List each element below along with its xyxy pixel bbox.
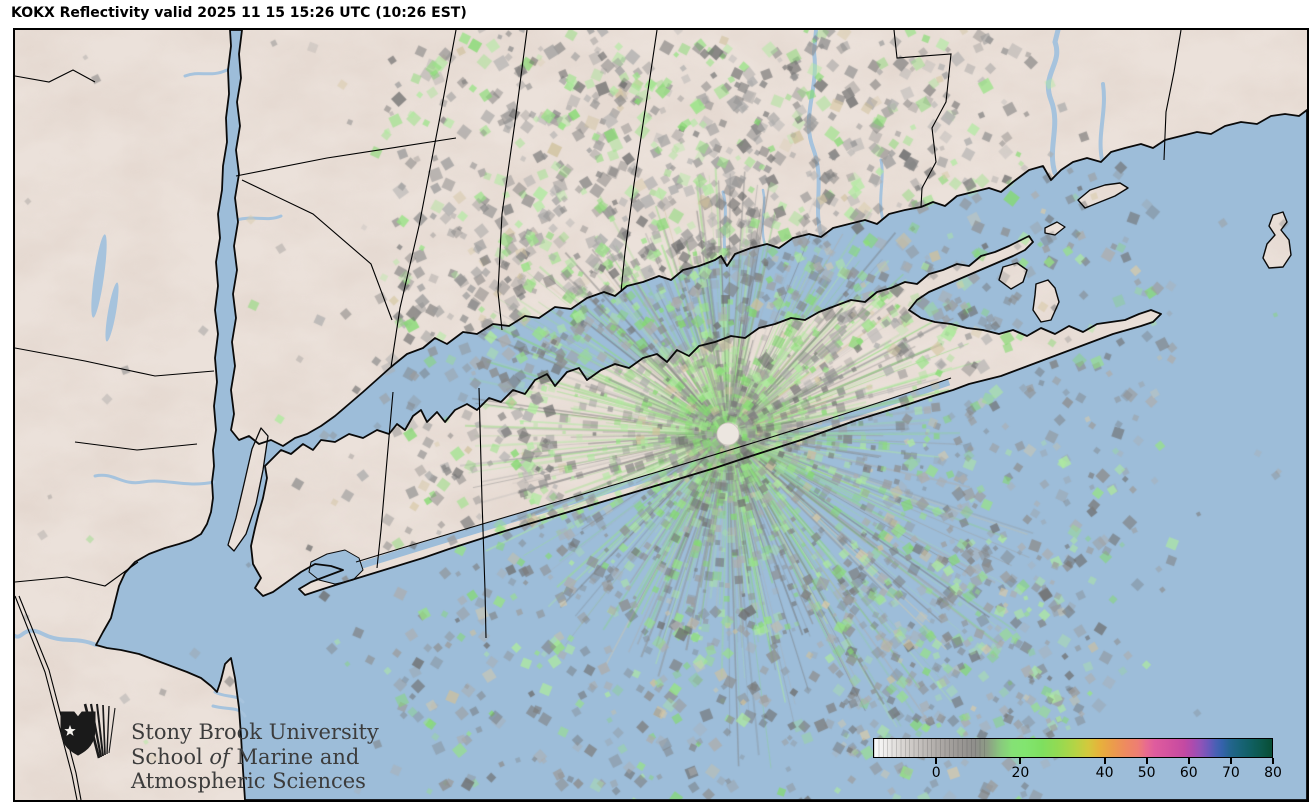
stony-brook-shield-icon xyxy=(60,703,116,759)
colorbar-gradient xyxy=(873,738,1273,758)
colorbar-tick-label: 80 xyxy=(1264,765,1282,781)
logo-line-2: School of Marine and xyxy=(131,744,360,769)
colorbar-tick-mark xyxy=(1229,758,1232,764)
colorbar-tick-mark xyxy=(1272,758,1274,764)
stony-brook-wordmark: Stony Brook University School of Marine … xyxy=(131,720,379,794)
colorbar-tick-mark xyxy=(1103,758,1106,764)
stony-brook-logo: Stony Brook University School of Marine … xyxy=(43,702,379,794)
reflectivity-colorbar: 0 20 40 50 60 70 80 xyxy=(873,738,1282,784)
colorbar-tick-mark xyxy=(1145,758,1148,764)
radar-echo-layer xyxy=(15,30,1307,800)
colorbar-tick-mark xyxy=(1187,758,1190,764)
colorbar-tick-mark xyxy=(1019,758,1022,764)
colorbar-tick-label: 60 xyxy=(1179,765,1198,781)
radar-site-hole xyxy=(716,422,740,446)
mainland-lagoon-shore xyxy=(355,377,952,563)
colorbar-tick-mark xyxy=(935,758,938,764)
colorbar-tick-label: 50 xyxy=(1137,765,1156,781)
logo-line-3: Atmospheric Sciences xyxy=(131,769,366,793)
colorbar-tick-label: 0 xyxy=(931,765,941,781)
coastlines xyxy=(95,30,1307,800)
logo-line-1: Stony Brook University xyxy=(131,720,379,744)
radar-map: Stony Brook University School of Marine … xyxy=(13,28,1309,802)
political-boundaries xyxy=(15,30,1182,800)
map-line-layer xyxy=(15,30,1307,800)
colorbar-tick-label: 40 xyxy=(1095,765,1114,781)
colorbar-tick-label: 20 xyxy=(1011,765,1030,781)
page-title: KOKX Reflectivity valid 2025 11 15 15:26… xyxy=(11,5,467,21)
colorbar-tick-label: 70 xyxy=(1221,765,1240,781)
